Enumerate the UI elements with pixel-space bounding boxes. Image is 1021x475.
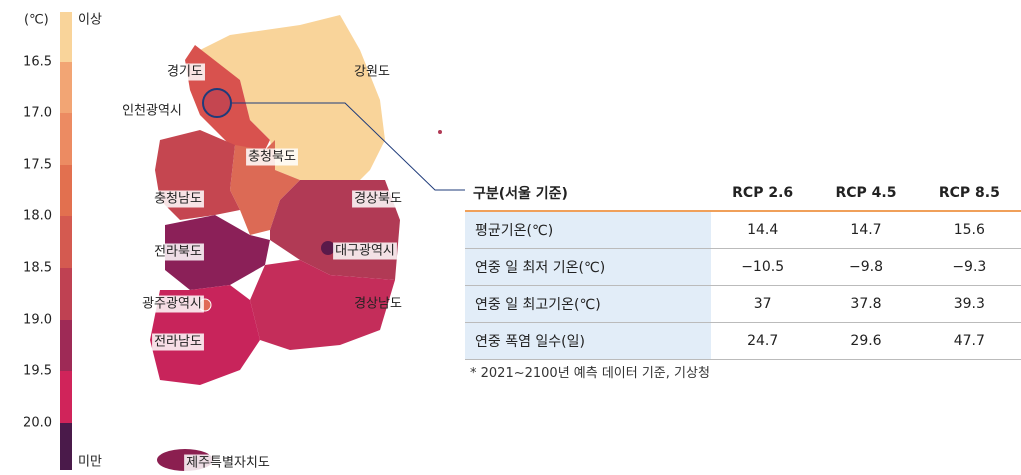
table-cell: 24.7 <box>711 322 815 360</box>
region-label: 인천광역시 <box>122 104 182 119</box>
legend-unit: (℃) <box>24 13 49 28</box>
region-label: 대구광역시 <box>335 244 395 259</box>
legend-tick-label: 19.0 <box>23 313 52 328</box>
label-box <box>152 190 204 208</box>
legend-tick-label: 16.5 <box>23 55 52 70</box>
table-cell: 평균기온(℃) <box>465 211 711 249</box>
table-row: 연중 폭염 일수(일) 24.7 29.6 47.7 <box>465 322 1021 360</box>
footnote: * 2021~2100년 예측 데이터 기준, 기상청 <box>470 366 710 381</box>
table-header: RCP 4.5 <box>814 176 918 212</box>
table-cell: 29.6 <box>814 322 918 360</box>
table-cell: 39.3 <box>917 285 1021 323</box>
region-label: 전라남도 <box>154 335 202 350</box>
region-label: 충청남도 <box>154 192 202 207</box>
legend-tick-label: 17.5 <box>23 158 52 173</box>
label-box <box>246 148 298 166</box>
legend-tick-label: 18.0 <box>23 209 52 224</box>
table-cell: −10.5 <box>711 248 815 286</box>
region-label: 광주광역시 <box>142 297 202 312</box>
legend-top: 이상 <box>78 13 102 28</box>
table-header: RCP 2.6 <box>711 176 815 212</box>
table-cell: 연중 폭염 일수(일) <box>465 322 711 360</box>
region-label: 경상북도 <box>354 192 402 207</box>
label-box <box>184 454 272 472</box>
region-label: 전라북도 <box>154 245 202 260</box>
region-label: 경상남도 <box>354 297 402 312</box>
table-cell: 15.6 <box>917 211 1021 249</box>
table-cell: −9.8 <box>814 248 918 286</box>
table-row: 연중 일 최저 기온(℃) −10.5 −9.8 −9.3 <box>465 248 1021 286</box>
table-cell: 연중 일 최저 기온(℃) <box>465 248 711 286</box>
legend-tick-label: 17.0 <box>23 106 52 121</box>
table-row: 평균기온(℃) 14.4 14.7 15.6 <box>465 211 1021 249</box>
label-box <box>140 295 204 313</box>
legend-bottom: 미만 <box>78 455 102 470</box>
region-label: 강원도 <box>354 65 390 80</box>
table-cell: 연중 일 최고기온(℃) <box>465 285 711 323</box>
label-box <box>152 243 204 261</box>
table-cell: −9.3 <box>917 248 1021 286</box>
label-box <box>352 190 404 208</box>
table-row: 연중 일 최고기온(℃) 37 37.8 39.3 <box>465 285 1021 323</box>
legend-tick-label: 18.5 <box>23 261 52 276</box>
table-cell: 14.4 <box>711 211 815 249</box>
table-cell: 47.7 <box>917 322 1021 360</box>
legend-tick-label: 20.0 <box>23 416 52 431</box>
table-header: RCP 8.5 <box>917 176 1021 212</box>
table-cell: 37 <box>711 285 815 323</box>
label-box <box>165 63 205 81</box>
region-label: 제주특별자치도 <box>186 456 270 471</box>
data-table: 구분(서울 기준) RCP 2.6 RCP 4.5 RCP 8.5 평균기온(℃) 14… <box>465 176 1021 360</box>
table-cell: 37.8 <box>814 285 918 323</box>
table-cell: 14.7 <box>814 211 918 249</box>
region-label: 경기도 <box>167 65 203 80</box>
table-header: 구분(서울 기준) <box>465 176 711 212</box>
legend-bar <box>60 12 72 470</box>
region-label: 충청북도 <box>248 150 296 165</box>
label-box <box>333 242 397 260</box>
label-box <box>152 333 204 351</box>
korea-map <box>150 15 465 471</box>
legend-tick-label: 19.5 <box>23 364 52 379</box>
